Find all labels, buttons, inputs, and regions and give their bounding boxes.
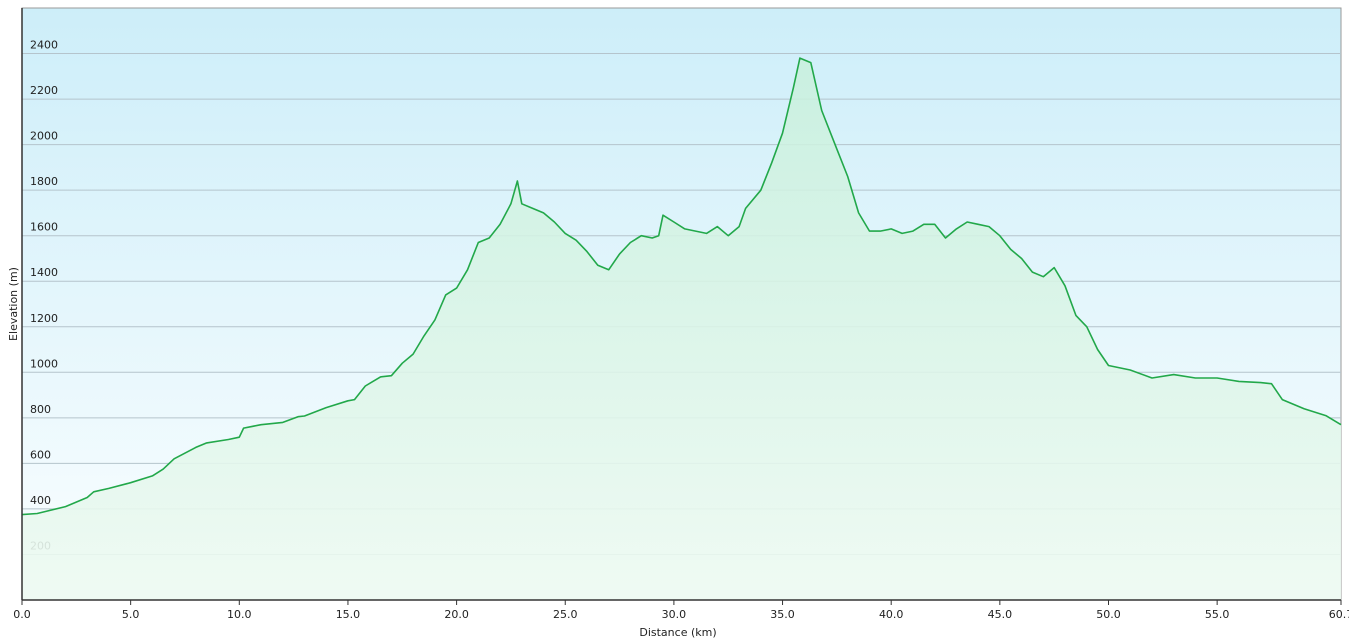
y-tick-label: 1800: [30, 175, 58, 188]
y-tick-label: 800: [30, 403, 51, 416]
y-tick-label: 1200: [30, 312, 58, 325]
x-tick-label: 10.0: [227, 608, 252, 621]
y-tick-label: 1600: [30, 221, 58, 234]
x-tick-label: 25.0: [553, 608, 578, 621]
y-tick-label: 1000: [30, 357, 58, 370]
x-tick-label: 15.0: [336, 608, 361, 621]
x-tick-label: 40.0: [879, 608, 904, 621]
y-tick-label: 2400: [30, 39, 58, 52]
area: [22, 58, 1341, 601]
x-tick-label: 50.0: [1096, 608, 1121, 621]
y-tick-label: 1400: [30, 266, 58, 279]
x-tick-label: 5.0: [122, 608, 140, 621]
x-tick-label: 45.0: [988, 608, 1013, 621]
y-tick-label: 2000: [30, 130, 58, 143]
y-tick-label: 2200: [30, 84, 58, 97]
x-tick-label: 55.0: [1205, 608, 1230, 621]
elevation-line: [21, 57, 1342, 516]
y-tick-label: 600: [30, 448, 51, 461]
x-tick-label: 60.7: [1329, 608, 1349, 621]
y-axis-title: Elevation (m): [7, 267, 20, 341]
x-tick-label: 20.0: [444, 608, 469, 621]
y-tick-label: 400: [30, 494, 51, 507]
x-tick-label: 35.0: [770, 608, 795, 621]
x-axis-title: Distance (km): [639, 626, 716, 639]
x-tick-label: 0.0: [13, 608, 31, 621]
x-tick-label: 30.0: [662, 608, 687, 621]
